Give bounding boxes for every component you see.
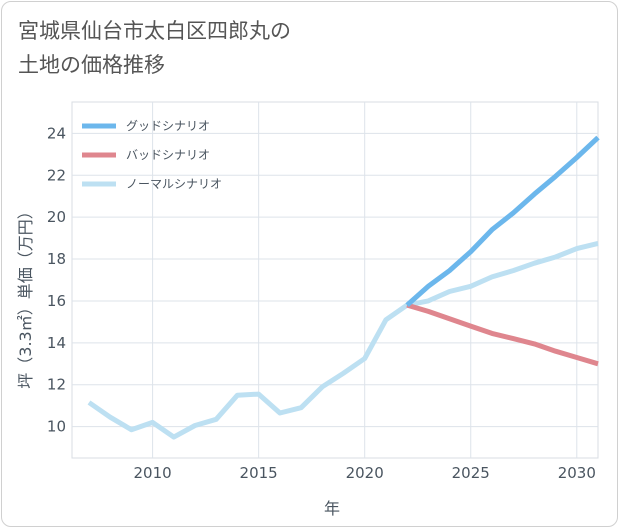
series-line-0 (405, 135, 600, 307)
legend-label: グッドシナリオ (126, 119, 210, 133)
series-line-2 (87, 240, 599, 440)
legend-label: ノーマルシナリオ (126, 177, 222, 191)
y-tick-label: 20 (47, 208, 66, 226)
grid-lines (72, 102, 598, 458)
plot-area (71, 101, 599, 459)
y-tick-label: 12 (47, 376, 66, 394)
chart-title-line-1: 宮城県仙台市太白区四郎丸の (18, 19, 291, 43)
x-tick-label: 2020 (346, 464, 384, 482)
y-tick-label: 18 (47, 250, 66, 268)
y-tick-label: 14 (47, 334, 66, 352)
chart-title: 宮城県仙台市太白区四郎丸の 土地の価格推移 (18, 14, 291, 82)
x-axis-title: 年 (324, 499, 340, 518)
x-tick-labels: 2010 2015 2020 2025 2030 (134, 464, 596, 482)
y-tick-labels: 10 12 14 16 18 20 22 24 (47, 124, 66, 435)
x-tick-label: 2025 (452, 464, 490, 482)
x-tick-label: 2030 (558, 464, 596, 482)
legend-label: バッドシナリオ (126, 148, 210, 162)
x-tick-label: 2010 (134, 464, 172, 482)
y-tick-label: 16 (47, 292, 66, 310)
y-tick-label: 10 (47, 418, 66, 436)
series-line-1 (406, 302, 599, 367)
x-tick-label: 2015 (240, 464, 278, 482)
series-lines (87, 135, 600, 440)
chart-title-line-2: 土地の価格推移 (18, 53, 165, 77)
y-tick-label: 24 (47, 124, 66, 142)
y-axis-title: 坪（3.3㎡）単価（万円） (16, 203, 35, 388)
y-tick-label: 22 (47, 166, 66, 184)
